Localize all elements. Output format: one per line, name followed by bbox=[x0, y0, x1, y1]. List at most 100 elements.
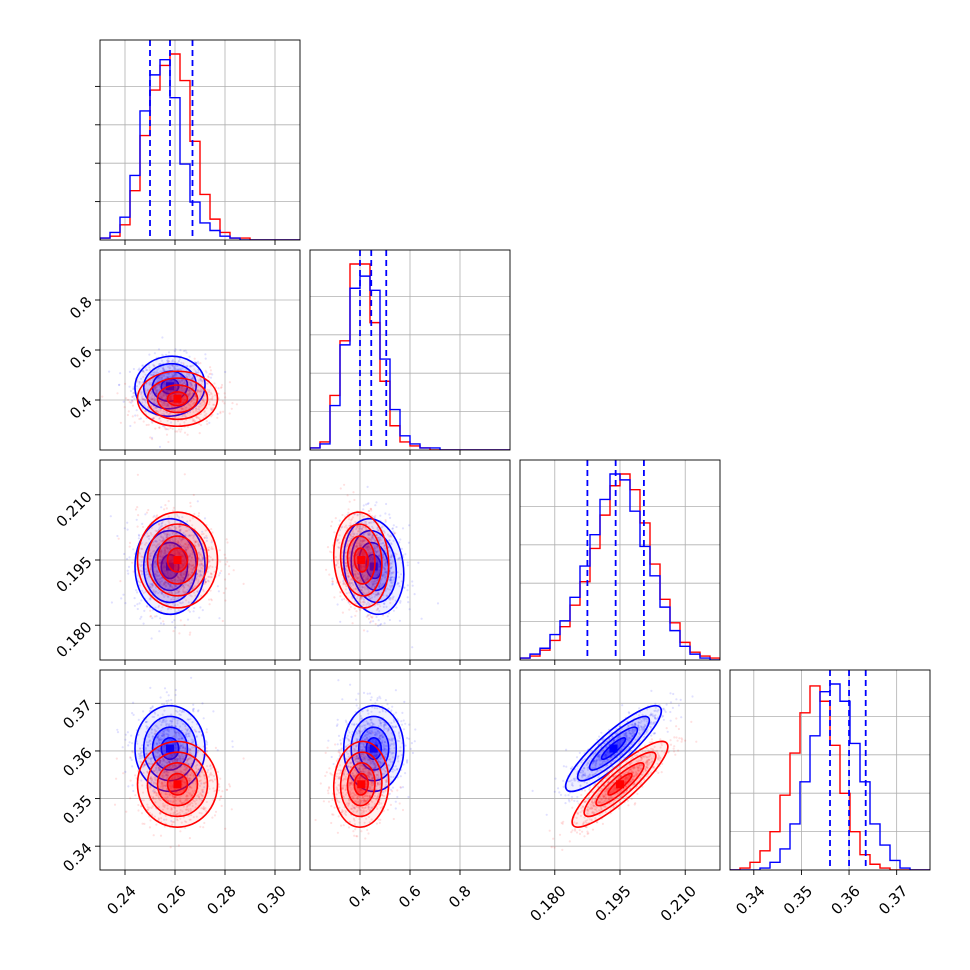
scatter-point bbox=[188, 375, 191, 378]
scatter-point bbox=[173, 386, 176, 389]
scatter-point bbox=[181, 401, 184, 404]
scatter-point bbox=[219, 560, 222, 563]
scatter-point bbox=[213, 570, 216, 573]
scatter-point bbox=[341, 513, 344, 517]
scatter-point bbox=[163, 582, 166, 585]
scatter-point bbox=[368, 603, 371, 606]
scatter-point bbox=[175, 526, 178, 530]
scatter-point bbox=[167, 546, 170, 550]
scatter-point bbox=[391, 575, 394, 579]
scatter-point bbox=[132, 789, 135, 793]
scatter-point bbox=[135, 589, 138, 592]
scatter-point bbox=[158, 559, 161, 562]
scatter-point bbox=[208, 560, 211, 563]
scatter-point bbox=[389, 559, 392, 562]
scatter-point bbox=[182, 563, 185, 566]
scatter-point bbox=[139, 417, 142, 420]
scatter-point bbox=[153, 370, 156, 373]
scatter-point bbox=[178, 357, 181, 360]
scatter-point bbox=[180, 563, 183, 566]
scatter-point bbox=[163, 383, 166, 386]
scatter-point bbox=[149, 392, 152, 395]
scatter-point bbox=[378, 609, 381, 613]
scatter-point bbox=[389, 576, 392, 579]
scatter-point bbox=[378, 593, 381, 596]
scatter-point bbox=[164, 561, 167, 564]
scatter-point bbox=[355, 545, 358, 548]
scatter-point bbox=[180, 580, 183, 584]
scatter-point bbox=[192, 534, 195, 538]
scatter-point bbox=[174, 387, 177, 390]
scatter-point bbox=[188, 633, 191, 636]
scatter-point bbox=[179, 381, 182, 384]
scatter-point bbox=[171, 531, 174, 534]
scatter-point bbox=[163, 394, 166, 397]
scatter-point bbox=[373, 582, 376, 585]
scatter-point bbox=[188, 396, 191, 399]
scatter-point bbox=[167, 591, 170, 594]
scatter-point bbox=[141, 395, 144, 398]
scatter-point bbox=[158, 526, 161, 529]
scatter-point bbox=[162, 582, 165, 585]
scatter-point bbox=[166, 572, 169, 576]
scatter-point bbox=[136, 591, 139, 594]
scatter-point bbox=[159, 555, 162, 558]
scatter-point bbox=[186, 433, 189, 436]
scatter-point bbox=[141, 569, 144, 572]
scatter-point bbox=[375, 609, 378, 612]
scatter-point bbox=[133, 421, 136, 424]
scatter-point bbox=[129, 424, 132, 428]
scatter-point bbox=[361, 585, 364, 588]
scatter-point bbox=[381, 575, 384, 578]
scatter-point bbox=[169, 560, 172, 564]
scatter-point bbox=[141, 398, 144, 401]
scatter-point bbox=[178, 379, 181, 382]
scatter-point bbox=[192, 610, 195, 613]
scatter-point bbox=[171, 580, 174, 583]
scatter-point bbox=[141, 364, 144, 367]
scatter-point bbox=[161, 524, 164, 528]
scatter-point bbox=[224, 599, 227, 602]
scatter-point bbox=[182, 538, 185, 541]
scatter-point bbox=[155, 410, 158, 413]
scatter-point bbox=[177, 596, 180, 600]
scatter-point bbox=[402, 586, 405, 589]
scatter-point bbox=[339, 590, 342, 594]
scatter-point bbox=[338, 519, 341, 522]
scatter-point bbox=[208, 603, 211, 606]
scatter-point bbox=[170, 698, 173, 702]
scatter-point bbox=[172, 373, 175, 376]
scatter-point bbox=[189, 383, 193, 386]
scatter-point bbox=[171, 621, 174, 624]
scatter-point bbox=[359, 544, 362, 547]
scatter-point bbox=[182, 564, 185, 567]
scatter-point bbox=[142, 369, 145, 372]
scatter-point bbox=[193, 384, 196, 387]
scatter-point bbox=[374, 504, 377, 507]
scatter-point bbox=[371, 582, 375, 586]
scatter-point bbox=[155, 564, 158, 567]
scatter-point bbox=[193, 401, 196, 404]
scatter-point bbox=[163, 508, 166, 511]
scatter-point bbox=[201, 567, 204, 570]
scatter-point bbox=[161, 539, 164, 542]
histogram-blue bbox=[520, 473, 720, 660]
scatter-point bbox=[128, 556, 131, 559]
scatter-point bbox=[194, 578, 198, 582]
scatter-point bbox=[179, 577, 182, 580]
scatter-point bbox=[209, 372, 212, 375]
scatter-point bbox=[150, 586, 153, 589]
scatter-point bbox=[374, 622, 377, 626]
scatter-point bbox=[158, 523, 161, 526]
scatter-point bbox=[360, 544, 363, 547]
scatter-point bbox=[370, 538, 373, 541]
scatter-point bbox=[177, 579, 180, 582]
scatter-point bbox=[148, 597, 151, 601]
scatter-point bbox=[376, 527, 379, 530]
scatter-point bbox=[380, 526, 383, 529]
scatter-point bbox=[378, 555, 381, 558]
scatter-point bbox=[148, 383, 151, 386]
scatter-point bbox=[382, 566, 385, 569]
scatter-point bbox=[177, 576, 180, 579]
scatter-point bbox=[170, 398, 173, 401]
